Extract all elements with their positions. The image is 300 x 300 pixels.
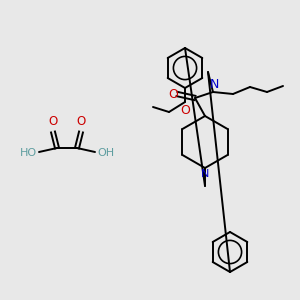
Text: O: O (168, 88, 178, 100)
Text: N: N (209, 78, 219, 91)
Text: O: O (76, 115, 85, 128)
Text: O: O (48, 115, 58, 128)
Text: N: N (201, 169, 209, 179)
Text: O: O (180, 104, 190, 117)
Text: OH: OH (97, 148, 114, 158)
Text: HO: HO (20, 148, 37, 158)
